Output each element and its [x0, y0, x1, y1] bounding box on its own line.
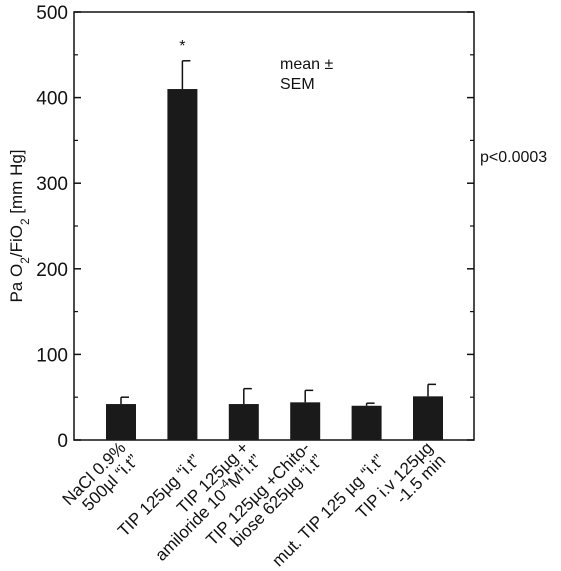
y-tick-label: 0 — [57, 431, 68, 452]
bar — [167, 89, 198, 440]
y-tick-label: 500 — [36, 3, 68, 24]
annotation-line: p<0.0003 — [480, 149, 547, 166]
bar — [413, 396, 443, 440]
y-tick-label: 200 — [36, 260, 68, 281]
y-axis-ticks — [74, 11, 474, 441]
y-tick-label: 100 — [36, 345, 68, 366]
y-axis-label: Pa O2/FiO2 [mm Hg] — [7, 149, 32, 302]
plot-frame — [73, 11, 475, 441]
annotation-mean-sem: mean ± SEM — [280, 56, 333, 93]
y-axis-tick-labels: 0 100 200 300 400 500 — [36, 3, 68, 452]
annotation-p-value: p<0.0003 — [480, 149, 547, 166]
error-bars — [120, 60, 436, 406]
annotation-line: mean ± — [280, 56, 333, 73]
bars — [106, 89, 443, 440]
x-tick-label: NaCl 0.9%500µl “i.t” — [59, 438, 143, 522]
annotation-line: SEM — [280, 76, 315, 93]
bar — [228, 404, 259, 440]
significance-marker: * — [179, 38, 185, 55]
bar — [106, 404, 136, 440]
y-tick-label: 300 — [36, 174, 68, 195]
bar — [351, 405, 382, 440]
x-tick-label: TIP i.v 125µg-1.5 min — [352, 438, 449, 535]
y-tick-label: 400 — [36, 89, 68, 110]
x-axis-category-labels: NaCl 0.9%500µl “i.t”TIP 125µg “i.t”TIP 1… — [59, 438, 450, 570]
bar — [290, 402, 321, 440]
